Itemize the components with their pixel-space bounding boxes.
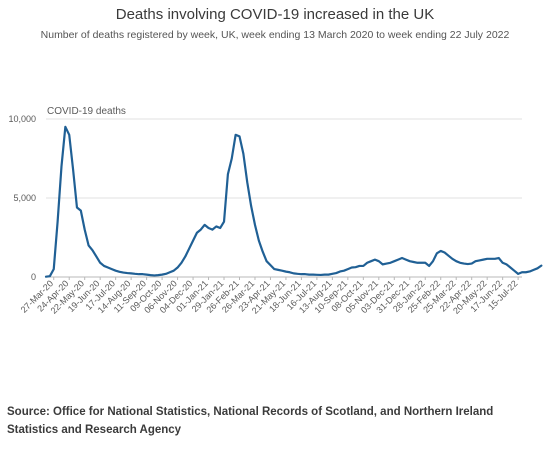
series-line-covid-deaths bbox=[44, 125, 543, 278]
y-tick-labels: 0 5,000 10,000 bbox=[8, 114, 36, 282]
y-tick-label: 10,000 bbox=[8, 114, 36, 124]
line-chart: COVID-19 deaths 0 5,000 10,000 27-Mar-2024… bbox=[8, 106, 543, 316]
chart-subtitle: Number of deaths registered by week, UK,… bbox=[40, 29, 510, 41]
source-note: Source: Office for National Statistics, … bbox=[7, 406, 494, 436]
y-tick-label: 0 bbox=[31, 272, 36, 282]
y-tick-label: 5,000 bbox=[13, 193, 36, 203]
chart-title: Deaths involving COVID-19 increased in t… bbox=[115, 6, 435, 23]
x-tick-labels: 27-Mar-2024-Apr-2022-May-2019-Jun-2017-J… bbox=[19, 277, 520, 316]
y-axis-label: COVID-19 deaths bbox=[47, 106, 126, 117]
gridlines bbox=[46, 118, 522, 278]
